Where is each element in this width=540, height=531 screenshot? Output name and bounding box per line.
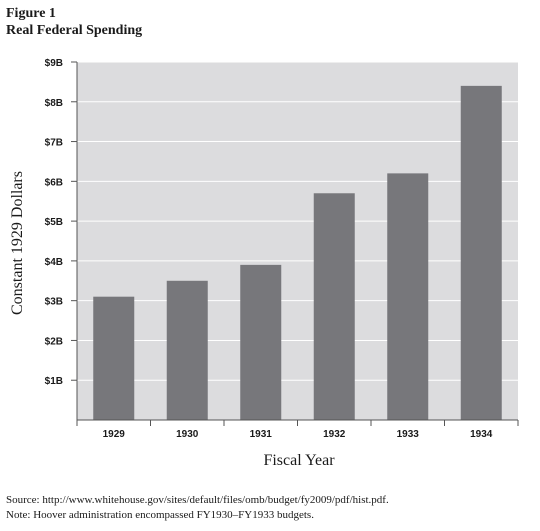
y-tick-label: $9B — [45, 58, 63, 69]
y-tick-label: $8B — [45, 98, 63, 109]
y-tick-label: $7B — [45, 138, 63, 149]
x-tick-label: 1934 — [470, 429, 493, 440]
figure-title: Real Federal Spending — [6, 23, 143, 38]
x-tick-label: 1931 — [250, 429, 273, 440]
x-axis-label: Fiscal Year — [263, 452, 335, 469]
bar-1933 — [387, 173, 429, 420]
x-tick-label: 1932 — [323, 429, 346, 440]
y-tick-label: $1B — [45, 376, 63, 387]
y-tick-label: $4B — [45, 257, 63, 268]
footnote: Note: Hoover administration encompassed … — [6, 509, 314, 521]
bar-1932 — [313, 193, 355, 420]
y-tick-label: $2B — [45, 336, 63, 347]
y-tick-label: $6B — [45, 177, 63, 188]
source-note: Source: http://www.whitehouse.gov/sites/… — [6, 494, 389, 506]
bar-1929 — [93, 296, 135, 420]
x-tick-label: 1930 — [176, 429, 199, 440]
figure-label: Figure 1 — [6, 6, 56, 21]
x-tick-label: 1929 — [103, 429, 126, 440]
x-tick-label: 1933 — [397, 429, 420, 440]
bar-chart: $1B $2B $3B $4B $5B $6B $7B $8B $9B 1929 1930 1931… — [9, 58, 519, 469]
bar-1930 — [166, 280, 208, 420]
y-axis-label: Constant 1929 Dollars — [9, 171, 26, 315]
bar-1931 — [240, 264, 282, 420]
plot-area — [77, 62, 518, 420]
y-tick-label: $5B — [45, 217, 63, 228]
bar-1934 — [460, 85, 502, 420]
y-tick-label: $3B — [45, 297, 63, 308]
